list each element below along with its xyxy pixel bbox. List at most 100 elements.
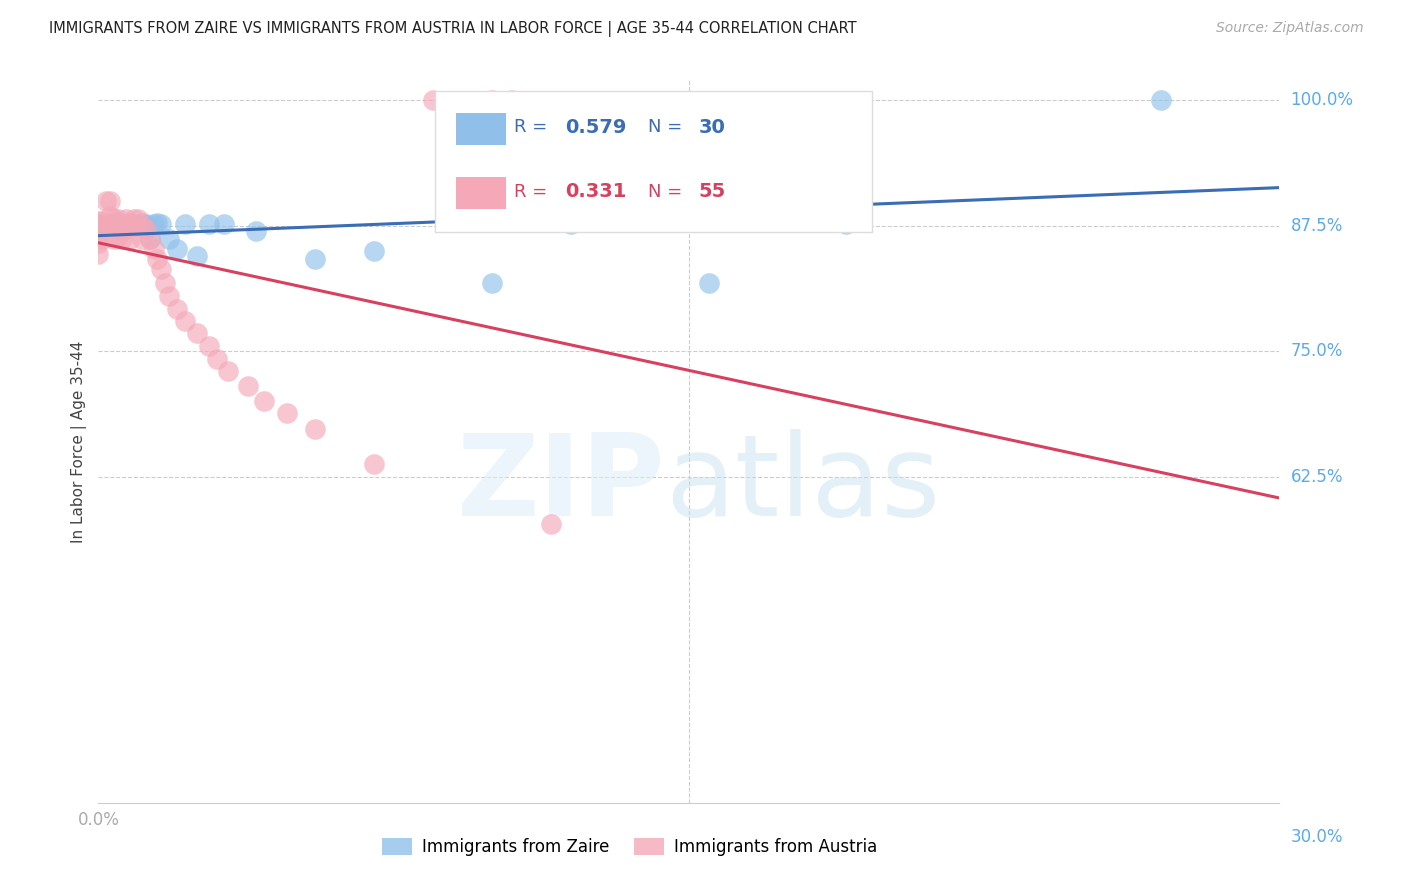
Point: [127, 211, 149, 226]
Point: [245, 224, 267, 238]
Point: [363, 244, 385, 258]
Point: [481, 276, 503, 290]
Point: [138, 232, 160, 246]
Point: [91, 218, 114, 232]
Point: [422, 93, 444, 107]
Point: [87, 218, 110, 232]
Text: Source: ZipAtlas.com: Source: ZipAtlas.com: [1216, 21, 1364, 35]
Point: [91, 213, 114, 227]
Point: [127, 218, 149, 232]
FancyBboxPatch shape: [457, 178, 506, 209]
Text: R =: R =: [515, 119, 547, 136]
FancyBboxPatch shape: [434, 91, 872, 232]
Point: [111, 232, 134, 246]
Point: [501, 93, 523, 107]
Text: 0.331: 0.331: [565, 182, 626, 201]
Point: [118, 216, 141, 230]
Point: [138, 232, 160, 246]
Point: [107, 211, 129, 226]
Point: [253, 394, 276, 409]
Text: 100.0%: 100.0%: [1291, 91, 1354, 110]
Point: [87, 221, 110, 235]
Point: [87, 228, 110, 243]
Point: [186, 249, 208, 263]
Point: [98, 194, 121, 208]
Point: [127, 219, 149, 233]
Text: atlas: atlas: [665, 429, 941, 541]
Point: [96, 219, 118, 233]
Point: [146, 216, 169, 230]
Point: [115, 218, 138, 232]
Point: [107, 216, 129, 230]
Point: [87, 247, 110, 261]
Point: [98, 209, 121, 223]
Point: [115, 221, 138, 235]
Point: [205, 352, 228, 367]
Point: [98, 219, 121, 233]
Text: IMMIGRANTS FROM ZAIRE VS IMMIGRANTS FROM AUSTRIA IN LABOR FORCE | AGE 35-44 CORR: IMMIGRANTS FROM ZAIRE VS IMMIGRANTS FROM…: [49, 21, 856, 37]
Point: [103, 219, 125, 233]
Point: [107, 219, 129, 233]
Point: [131, 232, 153, 246]
Text: 55: 55: [699, 182, 725, 201]
Point: [122, 217, 145, 231]
Point: [142, 217, 165, 231]
Point: [142, 242, 165, 256]
Point: [107, 228, 129, 243]
Point: [481, 93, 503, 107]
Point: [236, 379, 259, 393]
Text: ZIP: ZIP: [457, 429, 665, 541]
Point: [155, 276, 177, 290]
Point: [363, 457, 385, 471]
Point: [91, 232, 114, 246]
Point: [276, 407, 298, 421]
Point: [1150, 93, 1173, 107]
Point: [111, 224, 134, 238]
Point: [197, 217, 219, 231]
Point: [186, 326, 208, 340]
Point: [304, 252, 326, 266]
Point: [122, 211, 145, 226]
Point: [118, 217, 141, 231]
Text: 87.5%: 87.5%: [1291, 217, 1343, 235]
Point: [304, 422, 326, 436]
Point: [697, 276, 720, 290]
Point: [157, 232, 180, 246]
Text: 30: 30: [699, 118, 725, 136]
Text: N =: N =: [648, 183, 682, 201]
Point: [118, 232, 141, 246]
Point: [122, 219, 145, 233]
Point: [150, 217, 173, 231]
Point: [111, 217, 134, 231]
Point: [166, 301, 188, 316]
Point: [103, 232, 125, 246]
Text: 0.579: 0.579: [565, 118, 626, 136]
Point: [197, 339, 219, 353]
Y-axis label: In Labor Force | Age 35-44: In Labor Force | Age 35-44: [72, 341, 87, 542]
Point: [131, 219, 153, 233]
Point: [111, 219, 134, 233]
Text: R =: R =: [515, 183, 547, 201]
Point: [835, 217, 858, 231]
Point: [166, 242, 188, 256]
FancyBboxPatch shape: [457, 112, 506, 145]
Point: [115, 211, 138, 226]
Point: [96, 194, 118, 208]
Point: [146, 252, 169, 266]
Point: [87, 217, 110, 231]
Point: [87, 213, 110, 227]
Point: [135, 217, 157, 231]
Point: [91, 219, 114, 233]
Point: [540, 516, 562, 531]
Point: [150, 262, 173, 277]
Point: [157, 289, 180, 303]
Point: [87, 235, 110, 250]
Text: 30.0%: 30.0%: [1291, 828, 1343, 846]
Text: 75.0%: 75.0%: [1291, 343, 1343, 360]
Point: [103, 211, 125, 226]
Point: [135, 221, 157, 235]
Point: [98, 217, 121, 231]
Point: [174, 217, 197, 231]
Point: [131, 216, 153, 230]
Legend: Immigrants from Zaire, Immigrants from Austria: Immigrants from Zaire, Immigrants from A…: [375, 831, 884, 863]
